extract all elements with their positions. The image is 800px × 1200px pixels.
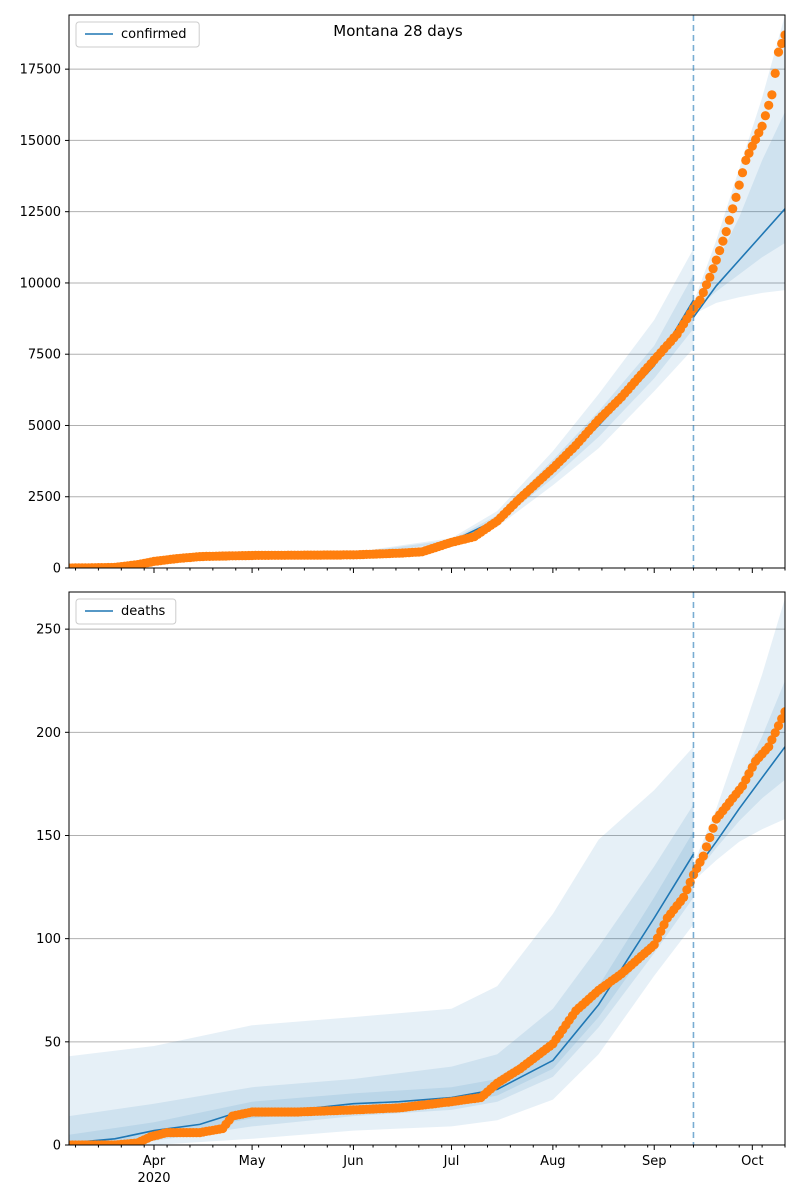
observed-point xyxy=(737,168,748,178)
x-tick-label: May xyxy=(239,1154,266,1169)
observed-point xyxy=(760,111,771,121)
observed-point xyxy=(708,823,718,833)
observed-point xyxy=(767,735,777,745)
y-tick-label: 15000 xyxy=(20,134,61,149)
uncertainty-band xyxy=(693,598,785,881)
uncertainty-band xyxy=(69,248,694,568)
observed-point xyxy=(698,851,708,861)
x-tick-label: Jul xyxy=(443,1154,460,1169)
confirmed-panel: 0 2500 5000 7500 10000 12500 15000 17500 confirm… xyxy=(20,14,786,577)
y-tick-label: 50 xyxy=(44,1035,61,1050)
observed-point xyxy=(777,714,785,724)
plot-area xyxy=(69,598,785,1145)
observed-point xyxy=(757,121,767,131)
deaths-panel: 0 50 100 150 200 250 Apr 2020 May Jun Jul Aug Sep Oct… xyxy=(36,591,786,1186)
observed-point xyxy=(718,236,728,246)
uncertainty-band xyxy=(693,111,785,312)
y-tick-label: 100 xyxy=(36,932,61,947)
observed-point xyxy=(741,155,751,165)
axes-frame xyxy=(68,591,786,1146)
observed-point xyxy=(705,832,715,843)
uncertainty-band xyxy=(69,746,694,1145)
observed-point xyxy=(777,38,785,49)
observed-point xyxy=(705,272,715,282)
observed-point xyxy=(764,100,774,110)
plot-area xyxy=(69,15,785,568)
chart-title: Montana 28 days xyxy=(333,22,463,40)
uncertainty-band xyxy=(693,15,785,315)
y-tick-label: 150 xyxy=(36,829,61,844)
legend: deaths xyxy=(75,598,177,625)
x-year-label: 2020 xyxy=(137,1171,170,1186)
legend-box xyxy=(75,21,200,48)
x-tick-label: Apr xyxy=(143,1154,166,1169)
y-tick-label: 10000 xyxy=(20,276,61,291)
observed-point xyxy=(682,885,692,895)
observed-point xyxy=(773,721,784,731)
observed-point xyxy=(721,227,731,237)
observed-point xyxy=(731,192,741,202)
observed-point xyxy=(780,707,785,717)
observed-point xyxy=(701,842,712,852)
observed-point xyxy=(711,255,721,265)
observed-point xyxy=(744,148,754,158)
y-tick-label: 12500 xyxy=(20,205,61,220)
observed-point xyxy=(770,68,780,78)
legend-label: deaths xyxy=(121,604,166,619)
observed-point xyxy=(695,295,705,305)
forecast-line xyxy=(692,746,785,874)
x-tick-label: Jun xyxy=(342,1154,363,1169)
observed-point xyxy=(698,287,708,298)
y-tick-label: 5000 xyxy=(28,419,61,434)
y-tick-label: 7500 xyxy=(28,348,61,363)
observed-point xyxy=(764,742,774,752)
observed-point xyxy=(728,204,738,214)
x-tick-label: Oct xyxy=(741,1154,763,1169)
observed-point xyxy=(724,215,735,225)
observed-point xyxy=(701,280,712,290)
observed-point xyxy=(715,246,725,256)
x-tick-label: Sep xyxy=(642,1154,667,1169)
observed-point xyxy=(767,90,777,100)
y-tick-label: 0 xyxy=(53,1139,61,1154)
y-tick-label: 2500 xyxy=(28,490,61,505)
observed-point xyxy=(734,180,744,190)
y-tick-label: 17500 xyxy=(20,63,61,78)
axes-frame xyxy=(68,14,786,569)
forecast-line xyxy=(692,208,785,318)
observed-point xyxy=(773,47,784,57)
y-tick-label: 250 xyxy=(36,623,61,638)
legend-label: confirmed xyxy=(121,27,187,42)
y-tick-label: 200 xyxy=(36,726,61,741)
observed-point xyxy=(780,30,785,40)
observed-point xyxy=(679,892,689,903)
x-tick-label: Aug xyxy=(540,1154,565,1169)
legend-box xyxy=(75,598,177,625)
legend: confirmed xyxy=(75,21,200,48)
y-tick-label: 0 xyxy=(53,562,61,577)
observed-point xyxy=(770,728,780,738)
uncertainty-band xyxy=(69,831,694,1145)
observed-point xyxy=(685,877,695,887)
observed-point xyxy=(708,264,718,274)
